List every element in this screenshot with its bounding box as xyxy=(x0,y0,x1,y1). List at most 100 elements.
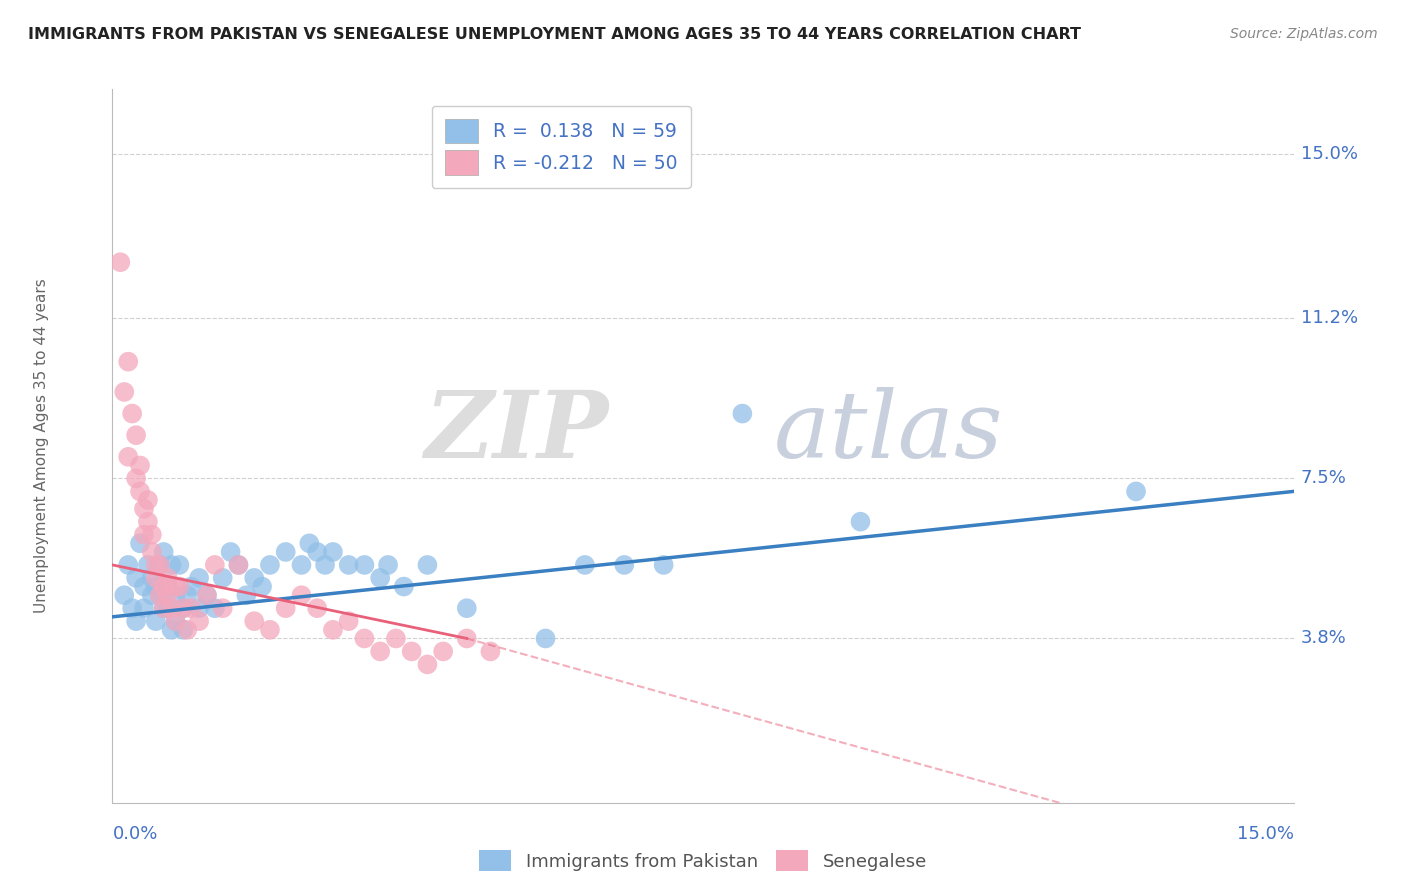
Point xyxy=(401,644,423,658)
Point xyxy=(136,558,159,572)
Point xyxy=(152,545,174,559)
Point xyxy=(149,558,172,572)
Text: 7.5%: 7.5% xyxy=(1301,469,1347,487)
Point xyxy=(652,558,675,572)
Point xyxy=(731,407,754,421)
Point xyxy=(129,536,152,550)
Point xyxy=(125,471,148,485)
Point xyxy=(337,614,360,628)
Point xyxy=(353,558,375,572)
Point xyxy=(172,623,194,637)
Point xyxy=(117,450,139,464)
Point xyxy=(132,580,155,594)
Point xyxy=(195,588,218,602)
Point xyxy=(160,601,183,615)
Point xyxy=(1125,484,1147,499)
Point xyxy=(141,545,163,559)
Legend: Immigrants from Pakistan, Senegalese: Immigrants from Pakistan, Senegalese xyxy=(471,843,935,879)
Point xyxy=(141,571,163,585)
Point xyxy=(416,657,439,672)
Point xyxy=(176,623,198,637)
Point xyxy=(416,558,439,572)
Point xyxy=(121,601,143,615)
Point xyxy=(274,601,297,615)
Point xyxy=(322,545,344,559)
Point xyxy=(392,580,415,594)
Point xyxy=(456,632,478,646)
Point xyxy=(160,623,183,637)
Point xyxy=(176,588,198,602)
Point xyxy=(141,588,163,602)
Point xyxy=(149,558,172,572)
Point xyxy=(290,588,312,602)
Point xyxy=(368,644,391,658)
Point xyxy=(152,601,174,615)
Point xyxy=(172,601,194,615)
Point xyxy=(121,407,143,421)
Point xyxy=(368,571,391,585)
Point xyxy=(117,354,139,368)
Point xyxy=(180,601,202,615)
Text: Unemployment Among Ages 35 to 44 years: Unemployment Among Ages 35 to 44 years xyxy=(34,278,49,614)
Point xyxy=(534,632,557,646)
Point xyxy=(165,580,187,594)
Point xyxy=(152,580,174,594)
Point xyxy=(259,558,281,572)
Point xyxy=(432,644,454,658)
Point xyxy=(243,614,266,628)
Point xyxy=(125,614,148,628)
Point xyxy=(228,558,250,572)
Point xyxy=(228,558,250,572)
Point xyxy=(613,558,636,572)
Point xyxy=(290,558,312,572)
Point xyxy=(141,527,163,541)
Point xyxy=(188,601,211,615)
Point xyxy=(337,558,360,572)
Point xyxy=(132,601,155,615)
Point xyxy=(145,558,167,572)
Point xyxy=(188,614,211,628)
Point xyxy=(307,601,329,615)
Point xyxy=(156,571,179,585)
Point xyxy=(849,515,872,529)
Text: 11.2%: 11.2% xyxy=(1301,310,1358,327)
Point xyxy=(156,580,179,594)
Point xyxy=(125,428,148,442)
Point xyxy=(112,588,135,602)
Text: 15.0%: 15.0% xyxy=(1301,145,1358,163)
Text: ZIP: ZIP xyxy=(425,387,609,476)
Point xyxy=(307,545,329,559)
Point xyxy=(353,632,375,646)
Point xyxy=(180,580,202,594)
Point xyxy=(132,501,155,516)
Point xyxy=(456,601,478,615)
Point xyxy=(259,623,281,637)
Point xyxy=(195,588,218,602)
Point xyxy=(204,558,226,572)
Point xyxy=(219,545,242,559)
Point xyxy=(136,515,159,529)
Point xyxy=(136,493,159,508)
Text: 3.8%: 3.8% xyxy=(1301,630,1347,648)
Point xyxy=(169,558,191,572)
Point xyxy=(479,644,502,658)
Text: 0.0%: 0.0% xyxy=(112,825,157,843)
Point xyxy=(156,601,179,615)
Point xyxy=(385,632,408,646)
Point xyxy=(250,580,273,594)
Point xyxy=(156,588,179,602)
Point xyxy=(152,601,174,615)
Point xyxy=(165,614,187,628)
Point xyxy=(125,571,148,585)
Point xyxy=(165,614,187,628)
Point xyxy=(298,536,321,550)
Point xyxy=(129,458,152,473)
Point xyxy=(149,588,172,602)
Point xyxy=(314,558,336,572)
Text: 15.0%: 15.0% xyxy=(1236,825,1294,843)
Point xyxy=(129,484,152,499)
Point xyxy=(235,588,257,602)
Point xyxy=(145,614,167,628)
Point xyxy=(211,601,233,615)
Point xyxy=(160,558,183,572)
